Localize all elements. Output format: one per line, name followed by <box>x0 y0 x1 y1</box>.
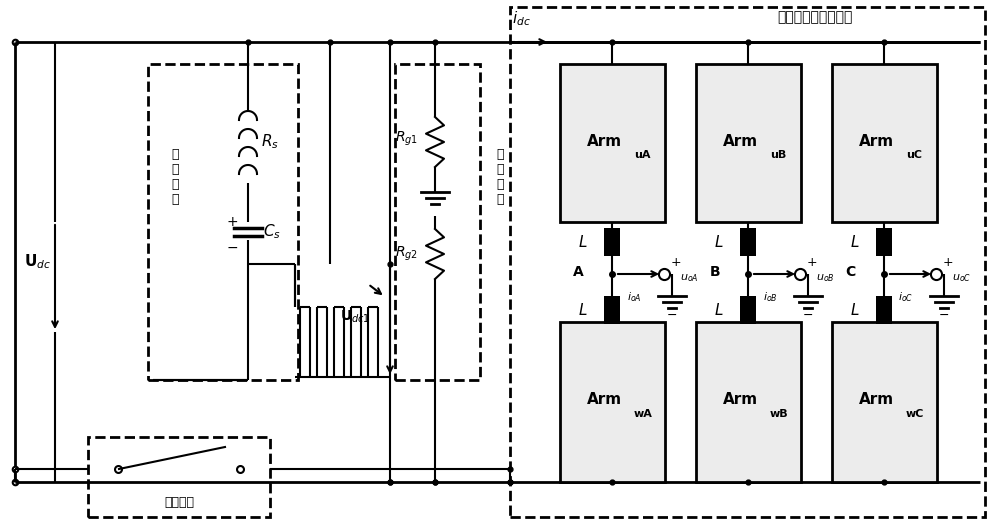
Bar <box>876 296 892 324</box>
Text: $C_s$: $C_s$ <box>263 223 281 242</box>
Text: Arm: Arm <box>586 134 622 148</box>
Text: $R_{g1}$: $R_{g1}$ <box>395 130 418 148</box>
Text: $i_{oA}$: $i_{oA}$ <box>627 290 641 304</box>
Text: $R_{g2}$: $R_{g2}$ <box>395 245 418 263</box>
Text: wA: wA <box>634 409 653 419</box>
Text: $\mathbf{U}_{dc1}$: $\mathbf{U}_{dc1}$ <box>340 309 370 325</box>
Text: Arm: Arm <box>858 393 894 408</box>
Bar <box>740 296 756 324</box>
Text: Arm: Arm <box>722 393 758 408</box>
Text: $u_{oB}$: $u_{oB}$ <box>816 272 835 284</box>
Text: $-$: $-$ <box>938 307 950 320</box>
Bar <box>832 322 936 482</box>
Text: 缓
冲
电
路: 缓 冲 电 路 <box>171 148 179 206</box>
Text: +: + <box>671 255 681 269</box>
Text: $-$: $-$ <box>802 307 814 320</box>
Text: $L$: $L$ <box>850 234 860 250</box>
Text: 串联开关: 串联开关 <box>164 496 194 510</box>
Text: $L$: $L$ <box>578 302 588 318</box>
Text: $\mathbf{U}_{dc}$: $\mathbf{U}_{dc}$ <box>24 253 52 271</box>
Bar <box>560 322 664 482</box>
Text: 模块化多电平换流器: 模块化多电平换流器 <box>777 10 853 24</box>
Bar <box>740 228 756 256</box>
Text: $i_{dc}$: $i_{dc}$ <box>512 9 531 28</box>
Text: uC: uC <box>906 150 922 160</box>
Text: $-$: $-$ <box>226 240 238 254</box>
Text: $u_{oC}$: $u_{oC}$ <box>952 272 971 284</box>
Text: $i_{oC}$: $i_{oC}$ <box>898 290 914 304</box>
Text: $L$: $L$ <box>850 302 860 318</box>
Text: Arm: Arm <box>586 393 622 408</box>
Text: wB: wB <box>770 409 789 419</box>
Text: $L$: $L$ <box>714 234 724 250</box>
Text: Arm: Arm <box>722 134 758 148</box>
Bar <box>604 296 620 324</box>
Text: +: + <box>807 255 817 269</box>
Bar <box>876 228 892 256</box>
Bar <box>560 64 664 222</box>
Text: wC: wC <box>906 409 924 419</box>
Text: uA: uA <box>634 150 650 160</box>
Text: $-$: $-$ <box>666 307 678 320</box>
Text: 接
地
电
路: 接 地 电 路 <box>496 148 504 206</box>
Text: $L$: $L$ <box>578 234 588 250</box>
Text: $L$: $L$ <box>714 302 724 318</box>
Bar <box>604 228 620 256</box>
Text: Arm: Arm <box>858 134 894 148</box>
Text: +: + <box>943 255 953 269</box>
Text: $i_{oB}$: $i_{oB}$ <box>763 290 777 304</box>
Text: $R_s$: $R_s$ <box>261 132 279 151</box>
Text: C: C <box>846 265 856 279</box>
Bar <box>832 64 936 222</box>
Text: A: A <box>573 265 584 279</box>
Bar <box>696 64 800 222</box>
Text: $u_{oA}$: $u_{oA}$ <box>680 272 699 284</box>
Text: B: B <box>709 265 720 279</box>
Text: uB: uB <box>770 150 786 160</box>
Text: +: + <box>226 215 238 229</box>
Bar <box>696 322 800 482</box>
